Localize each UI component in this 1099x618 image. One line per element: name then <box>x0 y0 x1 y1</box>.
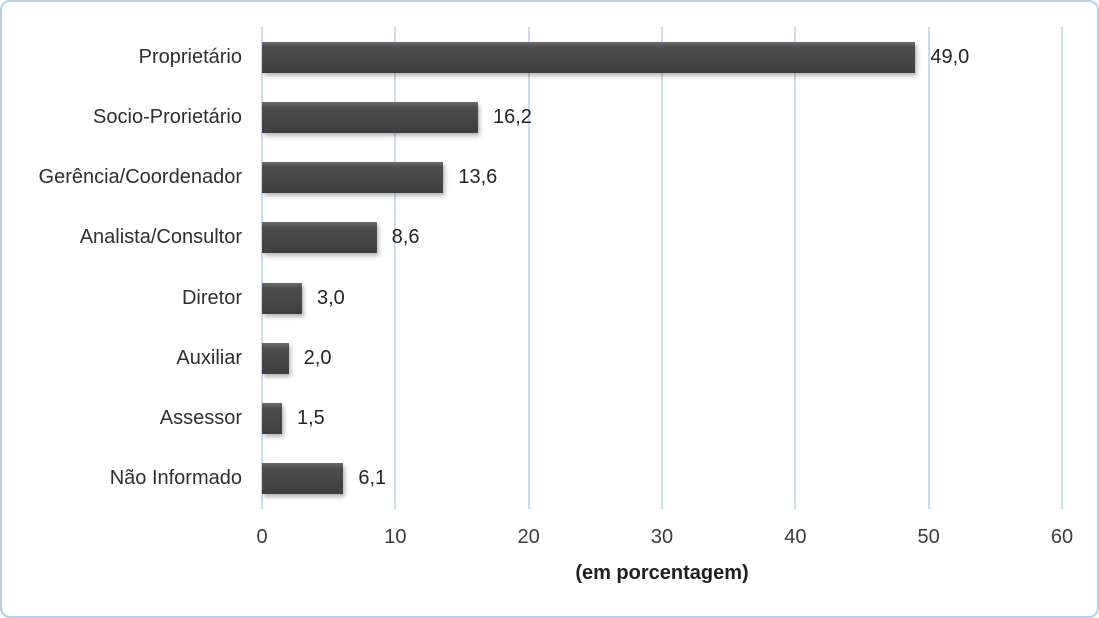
gridline <box>261 27 263 509</box>
bar-row: Diretor 3,0 <box>182 268 1062 328</box>
value-label: 1,5 <box>297 407 325 430</box>
bar-row: Auxiliar 2,0 <box>176 328 1062 388</box>
bar <box>262 162 444 194</box>
value-label: 8,6 <box>391 226 420 249</box>
x-tick-label: 60 <box>1050 526 1074 548</box>
bar-row: Analista/Consultor 8,6 <box>80 208 1062 268</box>
value-label: 2,0 <box>303 346 332 369</box>
category-label: Assessor <box>159 407 242 430</box>
category-label: Auxiliar <box>176 346 242 369</box>
value-label: 16,2 <box>493 105 532 128</box>
bar <box>262 282 302 314</box>
category-label: Gerência/Coordenador <box>38 166 242 189</box>
bar-row: Assessor 1,5 <box>160 389 1062 449</box>
category-label: Proprietário <box>138 45 242 68</box>
value-label: 3,0 <box>317 286 345 309</box>
category-label: Diretor <box>181 286 242 309</box>
gridline <box>927 27 930 509</box>
x-tick-label: 50 <box>917 526 940 548</box>
x-axis-ticks: 0 10 20 30 40 50 60 <box>256 526 1073 552</box>
value-label: 49,0 <box>930 45 970 68</box>
gridline <box>661 27 663 509</box>
bar <box>262 463 344 495</box>
gridline <box>527 27 530 509</box>
x-tick-label: 0 <box>256 526 268 548</box>
category-label: Analista/Consultor <box>79 226 242 249</box>
x-axis-label: (em porcentagem) <box>575 562 749 584</box>
bar <box>262 342 289 374</box>
gridline <box>394 27 397 509</box>
bar-rows: Proprietário 49,0 Socio-Prorietário 16,2 Ger… <box>39 27 1062 509</box>
x-tick-label: 10 <box>384 526 407 548</box>
bar-row: Socio-Prorietário 16,2 <box>93 87 1062 147</box>
value-label: 6,1 <box>358 467 387 490</box>
bar-row: Não Informado 6,1 <box>110 449 1062 509</box>
category-label: Não Informado <box>109 467 242 490</box>
value-label: 13,6 <box>458 166 498 189</box>
x-tick-label: 30 <box>650 526 674 548</box>
x-tick-label: 40 <box>784 526 807 548</box>
gridlines <box>261 27 1063 509</box>
bar <box>262 41 916 73</box>
bar <box>262 403 282 435</box>
gridline <box>794 27 797 509</box>
plot-area: Proprietário 49,0 Socio-Prorietário 16,2 Ger… <box>39 27 1063 509</box>
bar-row: Gerência/Coordenador 13,6 <box>39 148 1062 208</box>
category-label: Socio-Prorietário <box>93 105 242 128</box>
gridline <box>1061 27 1063 509</box>
x-tick-label: 20 <box>517 526 540 548</box>
bar <box>262 222 377 254</box>
bar <box>262 101 478 133</box>
bar-row: Proprietário 49,0 <box>139 27 1062 87</box>
